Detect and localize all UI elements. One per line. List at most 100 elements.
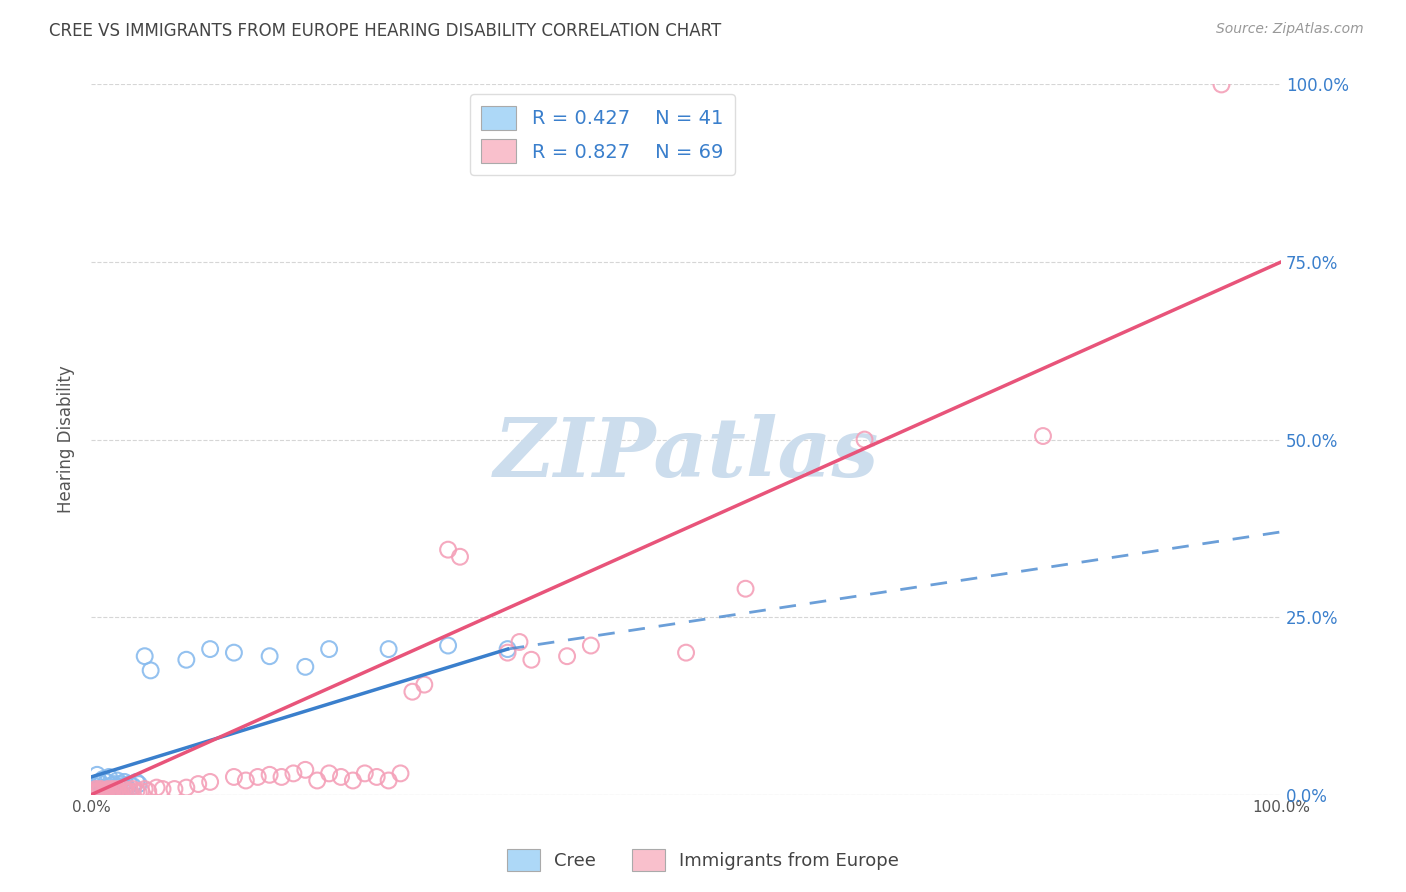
Point bbox=[734, 582, 756, 596]
Point bbox=[259, 768, 281, 782]
Point bbox=[377, 642, 399, 657]
Point bbox=[84, 782, 107, 797]
Point bbox=[121, 782, 143, 797]
Point bbox=[86, 768, 108, 782]
Point bbox=[508, 635, 530, 649]
Point bbox=[139, 664, 162, 678]
Point bbox=[107, 784, 129, 798]
Text: CREE VS IMMIGRANTS FROM EUROPE HEARING DISABILITY CORRELATION CHART: CREE VS IMMIGRANTS FROM EUROPE HEARING D… bbox=[49, 22, 721, 40]
Point bbox=[294, 660, 316, 674]
Text: ZIPatlas: ZIPatlas bbox=[494, 414, 879, 494]
Point bbox=[114, 784, 136, 798]
Point bbox=[120, 784, 142, 798]
Point bbox=[93, 783, 115, 797]
Point bbox=[103, 784, 125, 798]
Point bbox=[1032, 429, 1054, 443]
Point bbox=[675, 646, 697, 660]
Point bbox=[98, 786, 121, 800]
Point bbox=[90, 777, 112, 791]
Point bbox=[89, 784, 111, 798]
Point bbox=[1211, 78, 1233, 92]
Point bbox=[342, 773, 364, 788]
Point bbox=[105, 773, 128, 788]
Point bbox=[307, 773, 329, 788]
Point bbox=[115, 780, 138, 795]
Point bbox=[91, 772, 114, 786]
Point bbox=[125, 784, 148, 798]
Point bbox=[97, 782, 120, 797]
Point bbox=[198, 642, 221, 657]
Point bbox=[136, 784, 159, 798]
Point bbox=[98, 770, 121, 784]
Point bbox=[176, 653, 198, 667]
Point bbox=[96, 786, 118, 800]
Point bbox=[87, 786, 110, 800]
Point bbox=[413, 677, 436, 691]
Point bbox=[112, 782, 135, 797]
Point bbox=[235, 773, 257, 788]
Point bbox=[152, 782, 174, 797]
Point bbox=[134, 649, 156, 664]
Point bbox=[579, 639, 602, 653]
Point bbox=[86, 784, 108, 798]
Point bbox=[129, 784, 152, 798]
Point bbox=[330, 770, 353, 784]
Point bbox=[101, 782, 124, 797]
Point bbox=[128, 786, 150, 800]
Point bbox=[83, 784, 105, 798]
Point bbox=[377, 773, 399, 788]
Point bbox=[401, 684, 423, 698]
Point bbox=[437, 542, 460, 557]
Point bbox=[108, 777, 131, 791]
Point bbox=[117, 786, 139, 800]
Point bbox=[98, 784, 121, 798]
Point bbox=[101, 784, 124, 798]
Point bbox=[366, 770, 388, 784]
Point bbox=[104, 780, 127, 795]
Point bbox=[128, 777, 150, 791]
Point bbox=[496, 642, 519, 657]
Point bbox=[437, 639, 460, 653]
Point bbox=[294, 763, 316, 777]
Point bbox=[90, 784, 112, 798]
Point bbox=[555, 649, 578, 664]
Point bbox=[118, 777, 141, 791]
Point bbox=[389, 766, 412, 780]
Point bbox=[187, 777, 209, 791]
Point bbox=[163, 782, 186, 797]
Point bbox=[222, 646, 245, 660]
Point bbox=[97, 784, 120, 798]
Point bbox=[496, 646, 519, 660]
Point bbox=[145, 780, 167, 795]
Point bbox=[91, 786, 114, 800]
Point bbox=[100, 779, 122, 793]
Point bbox=[259, 649, 281, 664]
Point bbox=[105, 782, 128, 797]
Point bbox=[134, 782, 156, 797]
Text: Source: ZipAtlas.com: Source: ZipAtlas.com bbox=[1216, 22, 1364, 37]
Point bbox=[104, 786, 127, 800]
Point bbox=[318, 642, 340, 657]
Point bbox=[353, 766, 375, 780]
Point bbox=[449, 549, 471, 564]
Point bbox=[270, 770, 292, 784]
Point bbox=[121, 779, 143, 793]
Y-axis label: Hearing Disability: Hearing Disability bbox=[58, 366, 75, 514]
Point bbox=[87, 784, 110, 798]
Point bbox=[176, 780, 198, 795]
Point bbox=[114, 775, 136, 789]
Point bbox=[246, 770, 269, 784]
Point bbox=[83, 786, 105, 800]
Legend: Cree, Immigrants from Europe: Cree, Immigrants from Europe bbox=[501, 842, 905, 879]
Point bbox=[853, 433, 876, 447]
Point bbox=[93, 780, 115, 795]
Point bbox=[105, 782, 128, 797]
Point bbox=[125, 775, 148, 789]
Point bbox=[93, 784, 115, 798]
Point bbox=[111, 779, 134, 793]
Point bbox=[100, 784, 122, 798]
Point bbox=[90, 782, 112, 797]
Point bbox=[84, 782, 107, 797]
Point bbox=[198, 775, 221, 789]
Point bbox=[105, 784, 128, 798]
